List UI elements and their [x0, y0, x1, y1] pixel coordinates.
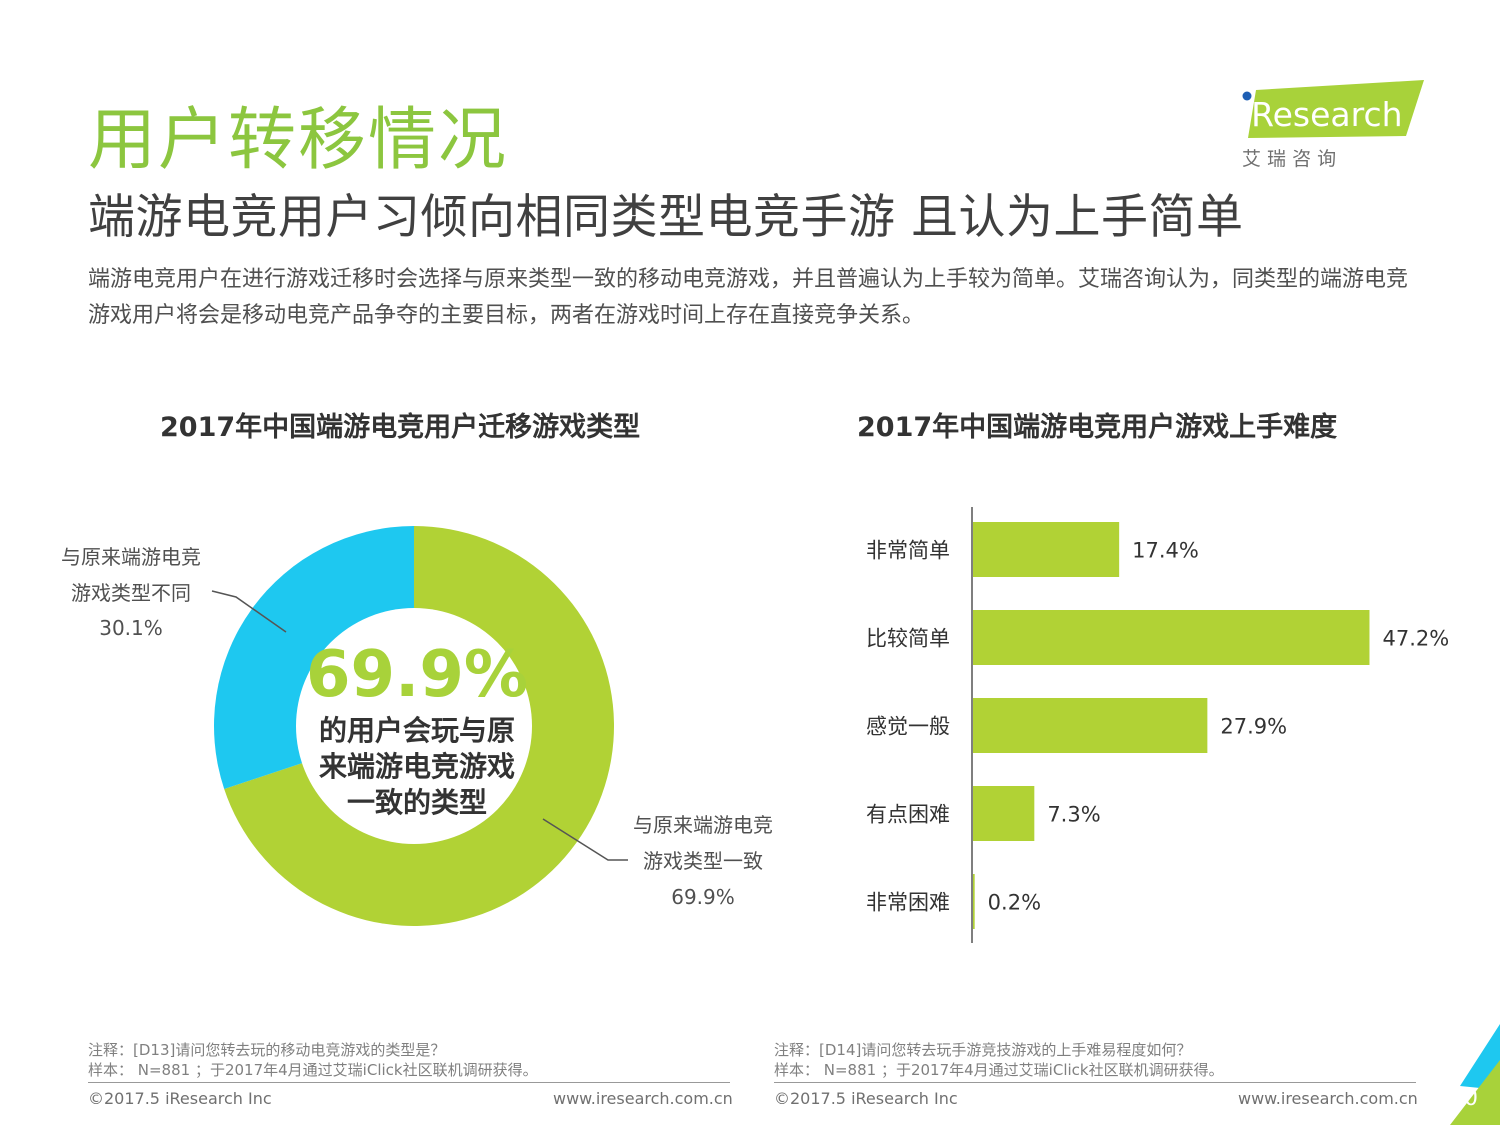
- bar-category-label: 比较简单: [866, 627, 950, 651]
- page-number: 40: [1450, 1086, 1478, 1111]
- bar-category-label: 非常简单: [866, 539, 950, 563]
- donut-chart: 69.9% 的用户会玩与原 来端游电竞游戏 一致的类型 与原来端游电竞 游戏类型…: [61, 526, 773, 926]
- slice-label-different-line-1: 与原来端游电竞: [61, 545, 201, 569]
- bar-value-label: 0.2%: [988, 891, 1041, 915]
- url-right: www.iresearch.com.cn: [1238, 1089, 1418, 1108]
- leader-line-different: [211, 590, 287, 633]
- iresearch-logo: iResearch 艾 瑞 咨 询: [1242, 80, 1424, 170]
- logo-banner: [1248, 80, 1424, 138]
- logo-tagline: 艾 瑞 咨 询: [1242, 148, 1336, 170]
- corner-green-triangle: [1450, 1060, 1500, 1125]
- slice-label-same-line-1: 与原来端游电竞: [633, 813, 773, 837]
- leader-line-same: [542, 818, 628, 861]
- sample-note-left: 样本： N=881 ；于2017年4月通过艾瑞iClick社区联机调研获得。: [88, 1061, 538, 1079]
- bar-4: [973, 786, 1035, 841]
- bar-5: [973, 874, 975, 929]
- center-text-line-2: 来端游电竞游戏: [319, 750, 515, 783]
- logo-dot-icon: [1242, 91, 1252, 101]
- bar-category-label: 有点困难: [866, 803, 950, 827]
- description-text: 端游电竞用户在进行游戏迁移时会选择与原来类型一致的移动电竞游戏，并且普遍认为上手…: [88, 267, 1409, 328]
- slice-label-different-line-2: 游戏类型不同: [71, 581, 191, 605]
- bar-value-label: 7.3%: [1047, 803, 1100, 827]
- bar-2: [973, 610, 1370, 665]
- bar-value-label: 27.9%: [1220, 715, 1287, 739]
- page-subtitle: 端游电竞用户习倾向相同类型电竞手游 且认为上手简单: [88, 190, 1244, 245]
- bar-1: [973, 522, 1120, 577]
- footer-rule-left: [88, 1082, 730, 1083]
- center-text-line-3: 一致的类型: [347, 786, 487, 819]
- bar-chart-title: 2017年中国端游电竞用户游戏上手难度: [857, 412, 1338, 443]
- center-value: 69.9%: [306, 638, 528, 712]
- sample-note-right: 样本： N=881 ；于2017年4月通过艾瑞iClick社区联机调研获得。: [774, 1061, 1224, 1079]
- donut-hole: [296, 608, 532, 844]
- footnote-left: 注释：[D13]请问您转去玩的移动电竞游戏的类型是？: [88, 1041, 446, 1059]
- copyright-left: ©2017.5 iResearch Inc: [88, 1089, 272, 1108]
- bar-3: [973, 698, 1208, 753]
- slice-label-same-line-2: 游戏类型一致: [643, 849, 763, 873]
- page-title: 用户转移情况: [88, 101, 509, 180]
- slice-value-different: 30.1%: [99, 616, 163, 640]
- url-left: www.iresearch.com.cn: [553, 1089, 733, 1108]
- logo-brand: iResearch: [1242, 95, 1403, 134]
- bar-category-label: 非常困难: [866, 891, 950, 915]
- bar-category-label: 感觉一般: [866, 715, 950, 739]
- bar-chart: 非常简单 17.4% 比较简单 47.2% 感觉一般 27.9% 有点困难 7.3% 非常困难 0…: [866, 507, 1449, 943]
- donut-chart-title: 2017年中国端游电竞用户迁移游戏类型: [160, 412, 641, 443]
- slice-value-same: 69.9%: [671, 885, 735, 909]
- bar-value-label: 47.2%: [1382, 627, 1449, 651]
- center-text-line-1: 的用户会玩与原: [319, 714, 515, 747]
- copyright-right: ©2017.5 iResearch Inc: [774, 1089, 958, 1108]
- footnote-right: 注释：[D14]请问您转去玩手游竞技游戏的上手难易程度如何？: [774, 1041, 1192, 1059]
- corner-decoration: [1450, 1024, 1500, 1125]
- bar-value-label: 17.4%: [1132, 539, 1199, 563]
- footer-rule-right: [774, 1082, 1416, 1083]
